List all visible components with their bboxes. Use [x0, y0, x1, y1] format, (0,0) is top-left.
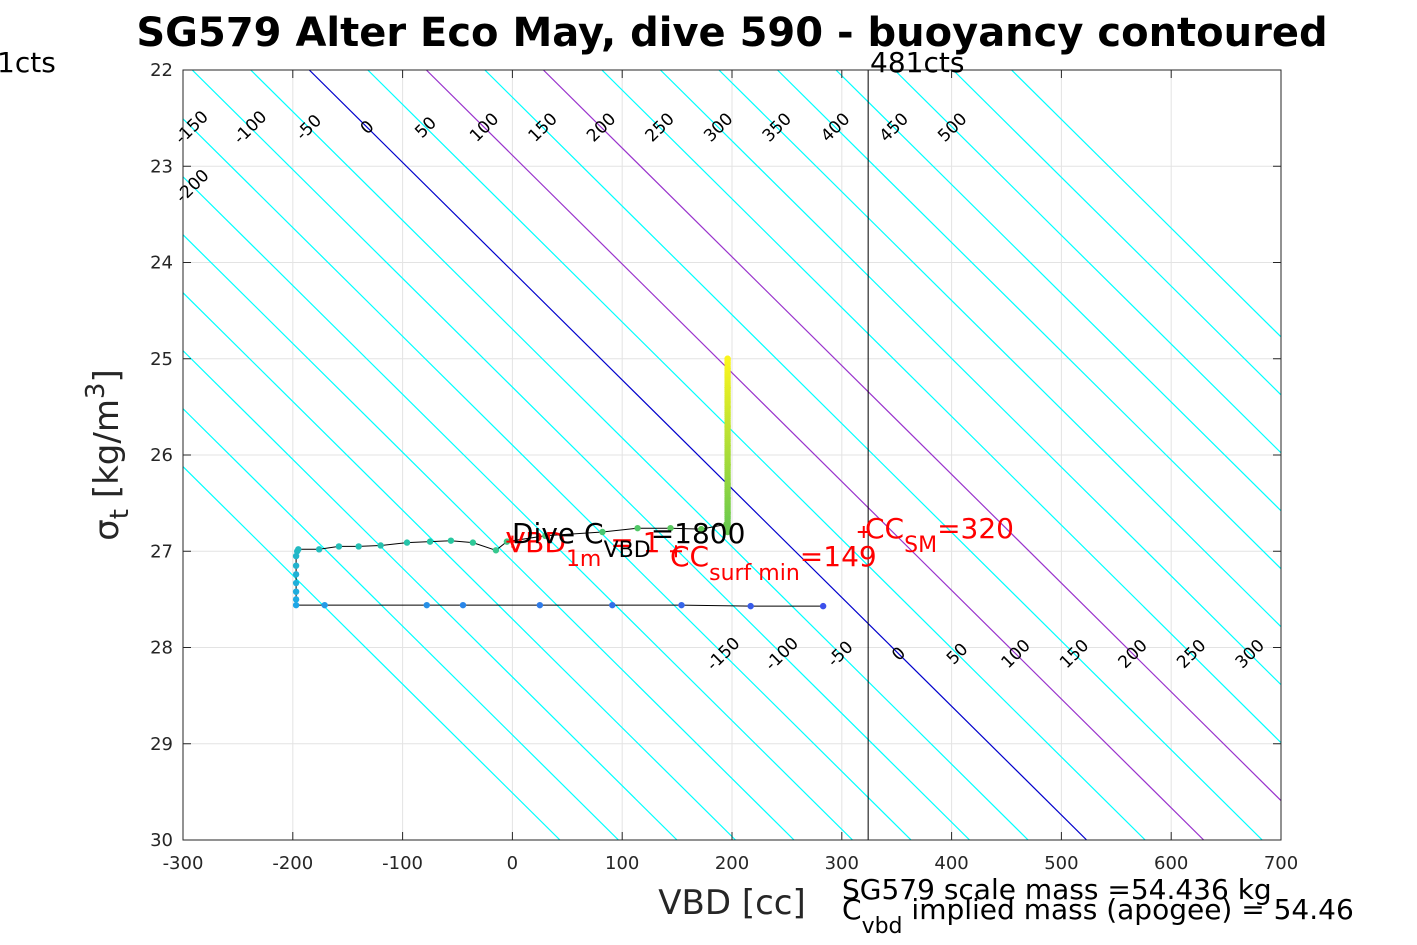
y-tick-label: 28: [150, 638, 173, 659]
y-axis-title-unit: [kg/m: [87, 399, 127, 498]
dive-c-vbd-label: Dive CVBD=1800: [512, 517, 745, 563]
trajectory-point: [469, 539, 477, 546]
cc-sm-label: CCSM=320: [865, 512, 1014, 558]
trajectory-point: [321, 601, 328, 609]
trajectory-point: [295, 546, 302, 553]
x-tick-label: 0: [507, 853, 518, 874]
contour-line: [183, 175, 853, 840]
contour-line: [952, 70, 1281, 396]
buoyancy-contours: [183, 70, 1281, 840]
contour-line: [183, 117, 912, 840]
cc-surf-min-label: CCsurf min=149: [670, 540, 877, 586]
contour-line: [250, 70, 1029, 840]
trajectory-point: [423, 601, 430, 609]
trajectory-point: [724, 355, 731, 362]
trajectory-point: [292, 552, 300, 560]
x-tick-label: 200: [715, 853, 749, 874]
contour-line: [183, 465, 561, 840]
y-tick-label: 24: [150, 253, 173, 274]
trajectory-point: [698, 525, 705, 533]
contour-line: [484, 70, 1263, 840]
y-tick-label: 29: [150, 734, 173, 755]
y-tick-label: 23: [150, 156, 173, 177]
x-tick-label: 500: [1044, 853, 1078, 874]
trajectory-point: [599, 528, 606, 536]
axis-ticks: -300 -200 -100 0 100 200 300 400 500 600 700 22 23 24…: [150, 60, 1298, 874]
x-tick-label: -100: [382, 853, 423, 874]
contour-line: [601, 70, 1281, 744]
contour-line: [183, 407, 619, 840]
contour-line: [425, 70, 1205, 840]
y-axis-title-main: σ: [87, 519, 127, 541]
contour-line: [542, 70, 1281, 802]
trajectory-point: [315, 546, 323, 553]
contour-line: [191, 70, 971, 840]
y-tick-label: 27: [150, 541, 173, 562]
trajectory-point: [747, 602, 754, 610]
left-edge-label: 1cts: [0, 46, 56, 79]
y-axis-title-sub: t: [105, 509, 135, 519]
contour-line: [183, 233, 795, 840]
x-tick-label: -300: [163, 853, 204, 874]
contour-line: [835, 70, 1281, 512]
annotation-markers: [506, 526, 870, 558]
trajectory-point: [609, 601, 616, 609]
contour-line: [777, 70, 1281, 570]
trajectory-point: [292, 596, 300, 603]
trajectory-point: [542, 532, 549, 540]
trajectory-point: [292, 562, 300, 569]
trajectory-point: [355, 543, 362, 550]
implied-mass-text: Cvbd implied mass (apogee) = 54.46: [842, 893, 1354, 939]
x-axis-title: VBD [cc]: [658, 883, 806, 923]
vbd-1m-label: VBD1m = 1: [506, 526, 660, 572]
svg-text:σt [kg/m3]: σt [kg/m3]: [81, 369, 135, 541]
trajectory-point: [492, 547, 500, 554]
trajectory-point: [292, 601, 300, 609]
trajectory-point: [335, 543, 343, 550]
x-tick-label: 300: [825, 853, 859, 874]
trajectory-point: [447, 537, 455, 544]
refline-481cts-label: 481cts: [870, 46, 964, 79]
trajectory-point: [536, 601, 544, 609]
trajectory-point: [426, 538, 434, 545]
trajectory-point: [459, 601, 467, 609]
trajectory-point: [292, 571, 300, 578]
contour-line: [183, 291, 736, 840]
contour-line: [894, 70, 1281, 454]
contour-line: [718, 70, 1281, 628]
trajectory-point: [819, 602, 827, 610]
y-axis-title-sup: 3: [81, 383, 111, 400]
x-tick-label: 400: [934, 853, 968, 874]
contour-line: [1011, 70, 1281, 338]
y-tick-label: 30: [150, 830, 173, 851]
contour-line: [308, 70, 1088, 840]
y-tick-label: 26: [150, 445, 173, 466]
x-tick-label: 700: [1264, 853, 1298, 874]
y-axis-title: σt [kg/m3]: [81, 369, 135, 541]
x-tick-label: 600: [1154, 853, 1188, 874]
y-tick-label: 22: [150, 60, 173, 81]
contour-line: [367, 70, 1146, 840]
annotation-texts: VBD1m = 1 Dive CVBD=1800 CCsurf min=149 …: [506, 512, 1014, 586]
y-axis-title-close: ]: [87, 369, 127, 382]
chart-title: SG579 Alter Eco May, dive 590 - buoyancy…: [136, 10, 1327, 56]
trajectory-point: [667, 524, 674, 532]
trajectory-point: [292, 588, 300, 595]
y-tick-label: 25: [150, 349, 173, 370]
x-tick-label: -200: [272, 853, 313, 874]
trajectory-point: [403, 539, 411, 546]
contour-line: [183, 349, 678, 840]
trajectory-point: [678, 601, 685, 609]
trajectory-point: [634, 524, 641, 532]
scale-mass-text: SG579 scale mass =54.436 kg: [842, 873, 1272, 906]
trajectory-point: [377, 542, 384, 549]
trajectory-point: [292, 579, 300, 587]
x-tick-label: 100: [605, 853, 639, 874]
dive-trajectory: [292, 355, 827, 610]
contour-line: [659, 70, 1281, 686]
